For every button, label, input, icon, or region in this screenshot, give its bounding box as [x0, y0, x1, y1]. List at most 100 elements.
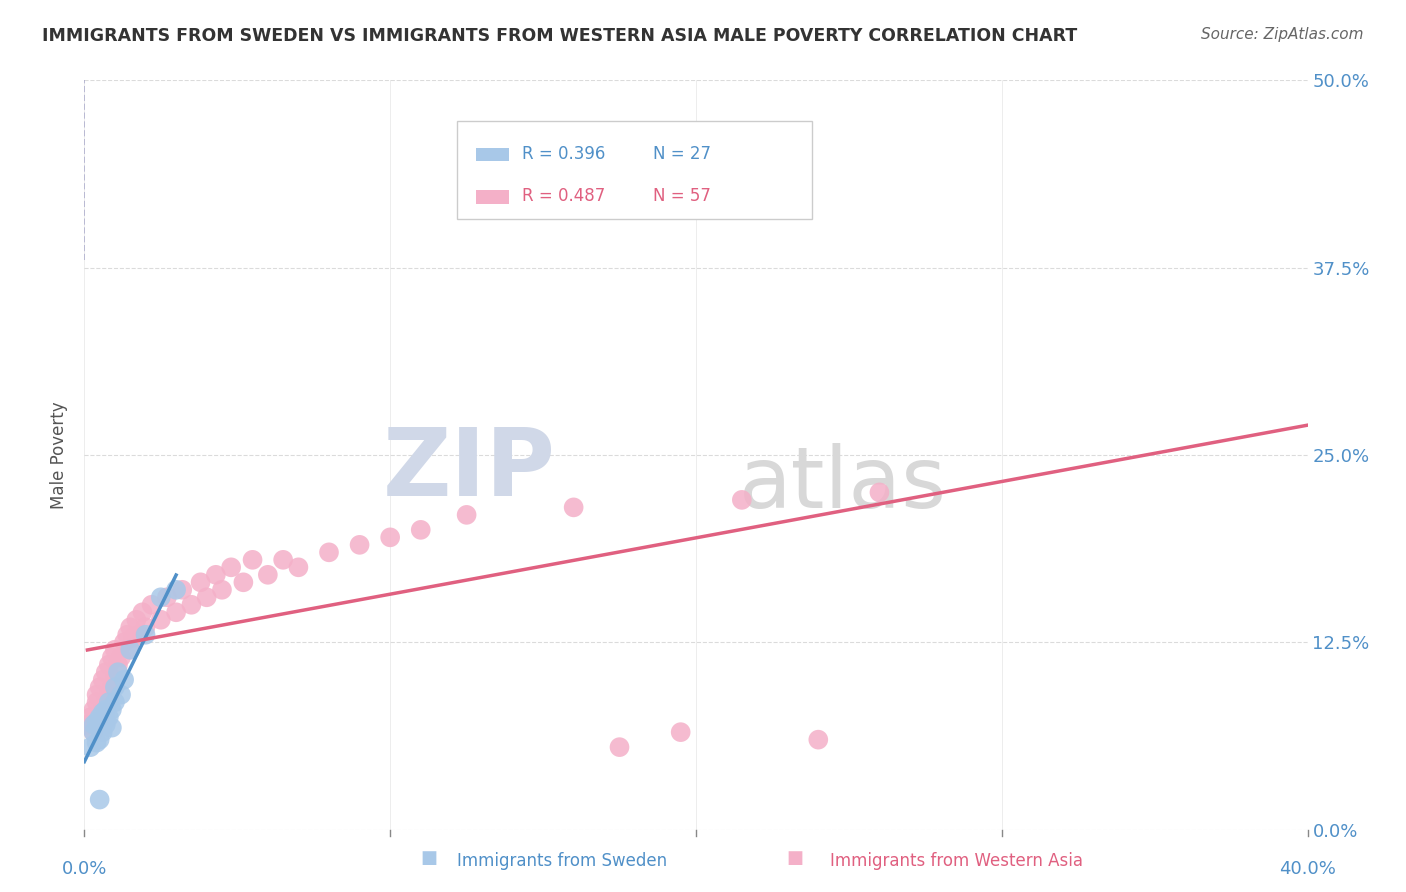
Point	[86, 736, 108, 750]
Text: R = 0.396: R = 0.396	[522, 145, 606, 162]
Text: 0.0%: 0.0%	[62, 860, 107, 878]
Point	[86, 695, 108, 709]
Text: R = 0.487: R = 0.487	[522, 187, 606, 205]
Point	[104, 673, 127, 687]
Point	[131, 605, 153, 619]
Text: IMMIGRANTS FROM SWEDEN VS IMMIGRANTS FROM WESTERN ASIA MALE POVERTY CORRELATION : IMMIGRANTS FROM SWEDEN VS IMMIGRANTS FRO…	[42, 27, 1077, 45]
Point	[94, 713, 117, 727]
Point	[83, 717, 105, 731]
Point	[110, 650, 132, 665]
Point	[669, 725, 692, 739]
Point	[180, 598, 202, 612]
Text: 40.0%: 40.0%	[1279, 860, 1336, 878]
Point	[135, 628, 157, 642]
Point	[135, 620, 157, 634]
Text: Immigrants from Western Asia: Immigrants from Western Asia	[830, 852, 1083, 870]
Point	[91, 703, 114, 717]
Text: atlas: atlas	[738, 443, 946, 526]
Point	[110, 688, 132, 702]
Point	[107, 657, 129, 672]
Y-axis label: Male Poverty: Male Poverty	[51, 401, 69, 508]
Point	[190, 575, 212, 590]
Point	[409, 523, 432, 537]
Text: ■: ■	[786, 849, 803, 867]
Point	[104, 695, 127, 709]
Point	[107, 665, 129, 680]
Point	[128, 628, 150, 642]
Text: ZIP: ZIP	[382, 424, 555, 516]
Point	[115, 628, 138, 642]
Point	[97, 657, 120, 672]
Text: N = 57: N = 57	[654, 187, 711, 205]
Point	[104, 680, 127, 694]
Text: N = 27: N = 27	[654, 145, 711, 162]
Point	[318, 545, 340, 559]
Text: ■: ■	[420, 849, 437, 867]
Point	[122, 631, 145, 645]
Point	[271, 553, 294, 567]
Point	[112, 635, 135, 649]
Point	[83, 703, 105, 717]
Point	[94, 695, 117, 709]
Point	[195, 591, 218, 605]
Point	[731, 492, 754, 507]
FancyBboxPatch shape	[457, 121, 813, 219]
Point	[172, 582, 194, 597]
Point	[101, 721, 124, 735]
Point	[89, 710, 111, 724]
Point	[86, 688, 108, 702]
Point	[211, 582, 233, 597]
Point	[149, 613, 172, 627]
Point	[125, 613, 148, 627]
Point	[101, 703, 124, 717]
Point	[242, 553, 264, 567]
Text: Source: ZipAtlas.com: Source: ZipAtlas.com	[1201, 27, 1364, 42]
Point	[232, 575, 254, 590]
Point	[380, 530, 402, 544]
Point	[89, 710, 111, 724]
Point	[120, 620, 142, 634]
Text: Immigrants from Sweden: Immigrants from Sweden	[457, 852, 668, 870]
Point	[807, 732, 830, 747]
Point	[219, 560, 242, 574]
Point	[141, 598, 163, 612]
Point	[76, 717, 98, 731]
Point	[101, 680, 124, 694]
Point	[349, 538, 371, 552]
Point	[86, 714, 108, 729]
Point	[83, 725, 105, 739]
Point	[83, 725, 105, 739]
Point	[502, 193, 524, 207]
Point	[91, 673, 114, 687]
Point	[89, 732, 111, 747]
Point	[257, 567, 280, 582]
Point	[89, 792, 111, 806]
Point	[149, 591, 172, 605]
Point	[120, 642, 142, 657]
Point	[165, 605, 187, 619]
Point	[79, 710, 101, 724]
Point	[112, 673, 135, 687]
Point	[456, 508, 478, 522]
Point	[104, 642, 127, 657]
Point	[94, 703, 117, 717]
Point	[562, 500, 585, 515]
Point	[91, 706, 114, 720]
Point	[205, 567, 228, 582]
Point	[89, 680, 111, 694]
Point	[97, 710, 120, 724]
Point	[156, 591, 179, 605]
Point	[79, 740, 101, 755]
Point	[97, 688, 120, 702]
Bar	[475, 148, 509, 161]
Point	[165, 582, 187, 597]
Point	[287, 560, 309, 574]
Point	[101, 650, 124, 665]
Point	[91, 725, 114, 739]
Point	[869, 485, 891, 500]
Point	[97, 695, 120, 709]
Point	[120, 642, 142, 657]
Point	[94, 665, 117, 680]
Point	[89, 721, 111, 735]
Point	[94, 717, 117, 731]
